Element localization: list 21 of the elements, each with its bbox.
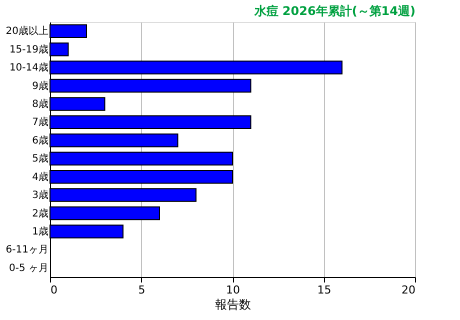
y-tick-label: 5歳 (32, 152, 48, 165)
y-tick-label: 6-11ヶ月 (6, 244, 48, 256)
y-tick-label: 1歳 (32, 225, 48, 238)
y-tick-label: 4歳 (32, 170, 48, 183)
y-tick-label: 7歳 (32, 116, 48, 128)
y-tick-label: 20歳以上 (6, 25, 48, 38)
x-tick-label: 10 (226, 284, 240, 296)
y-tick-label: 10-14歳 (9, 62, 48, 74)
y-tick-label: 3歳 (32, 189, 48, 202)
y-tick-label: 6歳 (32, 134, 48, 146)
y-tick-label: 2歳 (32, 207, 48, 220)
x-tick-label: 5 (138, 284, 146, 296)
y-tick-label: 0-5 ヶ月 (8, 262, 48, 274)
chart-title: 水痘 2026年累計(～第14週) (253, 4, 416, 18)
y-tick-label: 9歳 (32, 80, 48, 92)
x-tick-label: 15 (317, 284, 332, 296)
x-tick-label: 20 (402, 284, 416, 296)
x-axis-title: 報告数 (215, 298, 251, 312)
y-tick-label: 15-19歳 (9, 43, 48, 56)
x-tick-label: 0 (50, 284, 58, 296)
y-tick-label: 8歳 (32, 98, 48, 110)
